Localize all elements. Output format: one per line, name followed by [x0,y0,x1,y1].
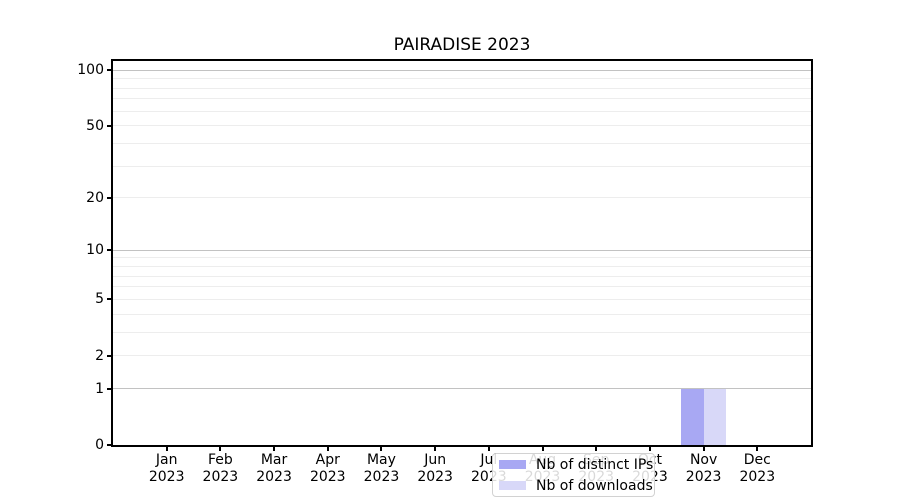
plot-area: Nb of distinct IPs Nb of downloads [113,61,811,497]
y-tick-10 [107,249,111,252]
gridline-minor-30 [113,165,811,167]
legend-swatch-distinct-ips [499,460,526,469]
legend-item-downloads: Nb of downloads [493,475,654,496]
y-tick-label-100: 100 [77,62,104,79]
y-tick-20 [107,196,111,199]
y-tick-100 [107,69,111,72]
x-tick-label-apr: Apr 2023 [309,452,346,485]
y-tick-label-1: 1 [95,380,104,397]
gridline-major-1 [113,388,811,390]
gridline-minor-8 [113,266,811,268]
chart-title: PAIRADISE 2023 [393,35,531,55]
gridline-minor-80 [113,87,811,89]
x-tick-feb [219,447,222,451]
gridline-minor-7 [113,275,811,277]
y-tick-0 [107,444,111,446]
gridline-minor-2 [113,355,811,357]
gridline-minor-50 [113,125,811,127]
gridline-major-100 [113,69,811,71]
x-tick-jul [487,447,490,451]
y-tick-label-5: 5 [95,291,104,308]
gridline-minor-3 [113,331,811,333]
gridline-minor-60 [113,110,811,112]
legend: Nb of distinct IPs Nb of downloads [492,453,655,497]
gridline-minor-4 [113,313,811,315]
y-tick-1 [107,387,111,390]
legend-swatch-downloads [499,481,526,490]
x-tick-label-nov: Nov 2023 [685,452,722,485]
x-tick-jan [165,447,168,451]
x-tick-label-jan: Jan 2023 [148,452,185,485]
gridline-minor-90 [113,78,811,80]
gridline-major-10 [113,249,811,251]
gridline-minor-20 [113,197,811,199]
x-tick-dec [756,447,759,451]
y-tick-2 [107,354,111,357]
gridline-minor-9 [113,257,811,259]
x-tick-nov [702,447,705,451]
gridline-minor-5 [113,298,811,300]
y-tick-label-0: 0 [95,437,104,453]
y-tick-label-50: 50 [86,117,104,134]
gridline-minor-70 [113,98,811,100]
gridline-minor-40 [113,142,811,144]
x-tick-oct [648,447,651,451]
x-tick-label-dec: Dec 2023 [739,452,776,485]
legend-label-distinct-ips: Nb of distinct IPs [536,456,654,473]
legend-item-distinct-ips: Nb of distinct IPs [493,454,654,475]
y-tick-50 [107,124,111,127]
legend-label-downloads: Nb of downloads [536,477,653,494]
x-tick-apr [326,447,329,451]
x-tick-label-feb: Feb 2023 [202,452,239,485]
y-tick-label-2: 2 [95,347,104,364]
bar-distinct-ips-nov [681,388,704,445]
x-tick-label-may: May 2023 [363,452,400,485]
x-tick-mar [273,447,276,451]
x-tick-may [380,447,383,451]
y-tick-5 [107,298,111,301]
x-tick-aug [541,447,544,451]
gridline-minor-6 [113,286,811,288]
x-tick-label-mar: Mar 2023 [256,452,292,485]
bar-downloads-nov [703,388,727,445]
x-tick-label-jun: Jun 2023 [417,452,453,485]
x-tick-sep [595,447,598,451]
x-tick-jun [434,447,437,451]
y-tick-label-10: 10 [86,242,104,259]
y-tick-label-20: 20 [86,189,104,206]
